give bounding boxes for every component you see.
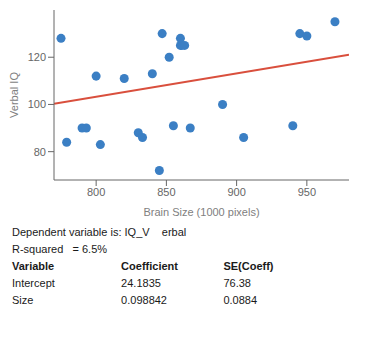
svg-text:900: 900 — [227, 186, 245, 198]
html-text:24.1835: 24.1835 — [121, 277, 161, 289]
html-text:76.38: 76.38 — [223, 277, 251, 289]
html-text:Variable: Variable — [12, 260, 55, 272]
svg-text:Brain Size (1000 pixels): Brain Size (1000 pixels) — [143, 206, 259, 218]
svg-text:850: 850 — [157, 186, 175, 198]
html-text:SE(Coeff): SE(Coeff) — [223, 260, 274, 272]
html-text:0.098842: 0.098842 — [121, 294, 167, 306]
svg-text:Verbal IQ: Verbal IQ — [8, 72, 20, 118]
html-text:Size: Size — [12, 294, 34, 306]
html-text:Coefficient: Coefficient — [121, 260, 178, 272]
html-text:Intercept: Intercept — [12, 277, 55, 289]
svg-text:800: 800 — [87, 186, 105, 198]
html-text:Dependent variable is: IQ_V er: Dependent variable is: IQ_V erbal — [12, 226, 187, 238]
svg-text:100: 100 — [28, 98, 46, 110]
html-text:0.0884: 0.0884 — [223, 294, 258, 306]
svg-text:950: 950 — [298, 186, 316, 198]
html-text:R-squared = 6.5%: R-squared = 6.5% — [12, 243, 108, 255]
svg-text:80: 80 — [34, 146, 46, 158]
svg-text:120: 120 — [28, 51, 46, 63]
